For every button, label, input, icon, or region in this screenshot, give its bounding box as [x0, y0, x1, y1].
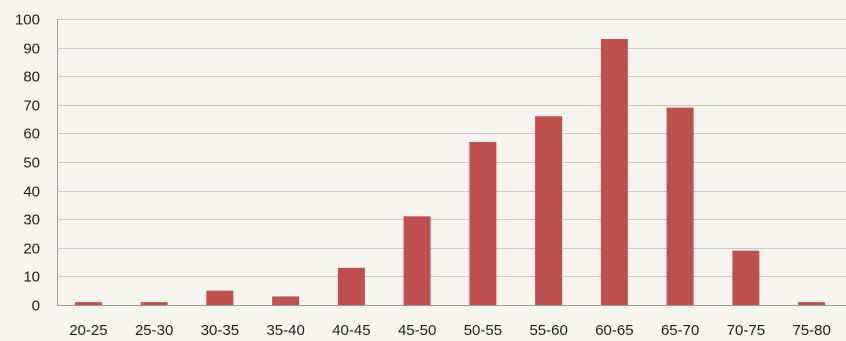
bar-30-35 — [206, 290, 234, 305]
y-tick-label-80: 80 — [23, 69, 40, 86]
x-tick-label-50-55: 50-55 — [464, 322, 502, 339]
bar-60-65 — [600, 39, 628, 306]
x-tick-label-30-35: 30-35 — [201, 322, 239, 339]
x-tick-label-40-45: 40-45 — [332, 322, 370, 339]
y-tick-label-70: 70 — [23, 98, 40, 115]
bar-70-75 — [732, 250, 760, 305]
y-tick-label-60: 60 — [23, 126, 40, 143]
gridlines — [57, 19, 846, 277]
bar-65-70 — [666, 107, 694, 305]
x-tick-label-35-40: 35-40 — [266, 322, 304, 339]
y-tick-label-30: 30 — [23, 212, 40, 229]
bar-75-80 — [798, 302, 826, 305]
y-tick-label-0: 0 — [32, 298, 40, 315]
x-axis-tick-labels: 20-25 25-30 30-35 35-40 40-45 45-50 50-55 55-60… — [69, 322, 831, 339]
y-tick-label-20: 20 — [23, 241, 40, 258]
bar-40-45 — [337, 267, 365, 305]
x-tick-label-25-30: 25-30 — [135, 322, 173, 339]
y-axis-tick-labels: 0 10 20 30 40 50 60 70 80 90 100 — [15, 12, 40, 315]
y-tick-label-40: 40 — [23, 184, 40, 201]
y-tick-label-10: 10 — [23, 269, 40, 286]
x-tick-label-45-50: 45-50 — [398, 322, 436, 339]
bars — [74, 39, 826, 306]
bar-45-50 — [403, 216, 431, 305]
x-tick-label-20-25: 20-25 — [69, 322, 107, 339]
y-tick-label-100: 100 — [15, 12, 40, 29]
bar-20-25 — [74, 302, 102, 305]
y-tick-label-90: 90 — [23, 41, 40, 58]
x-tick-label-60-65: 60-65 — [595, 322, 633, 339]
x-tick-label-70-75: 70-75 — [727, 322, 765, 339]
bar-25-30 — [140, 302, 168, 305]
bar-50-55 — [469, 141, 497, 305]
bar-55-60 — [535, 116, 563, 306]
x-tick-label-65-70: 65-70 — [661, 322, 699, 339]
x-tick-label-75-80: 75-80 — [792, 322, 830, 339]
bar-35-40 — [272, 296, 300, 305]
axes — [57, 19, 846, 306]
x-tick-label-55-60: 55-60 — [529, 322, 567, 339]
y-tick-label-50: 50 — [23, 155, 40, 172]
